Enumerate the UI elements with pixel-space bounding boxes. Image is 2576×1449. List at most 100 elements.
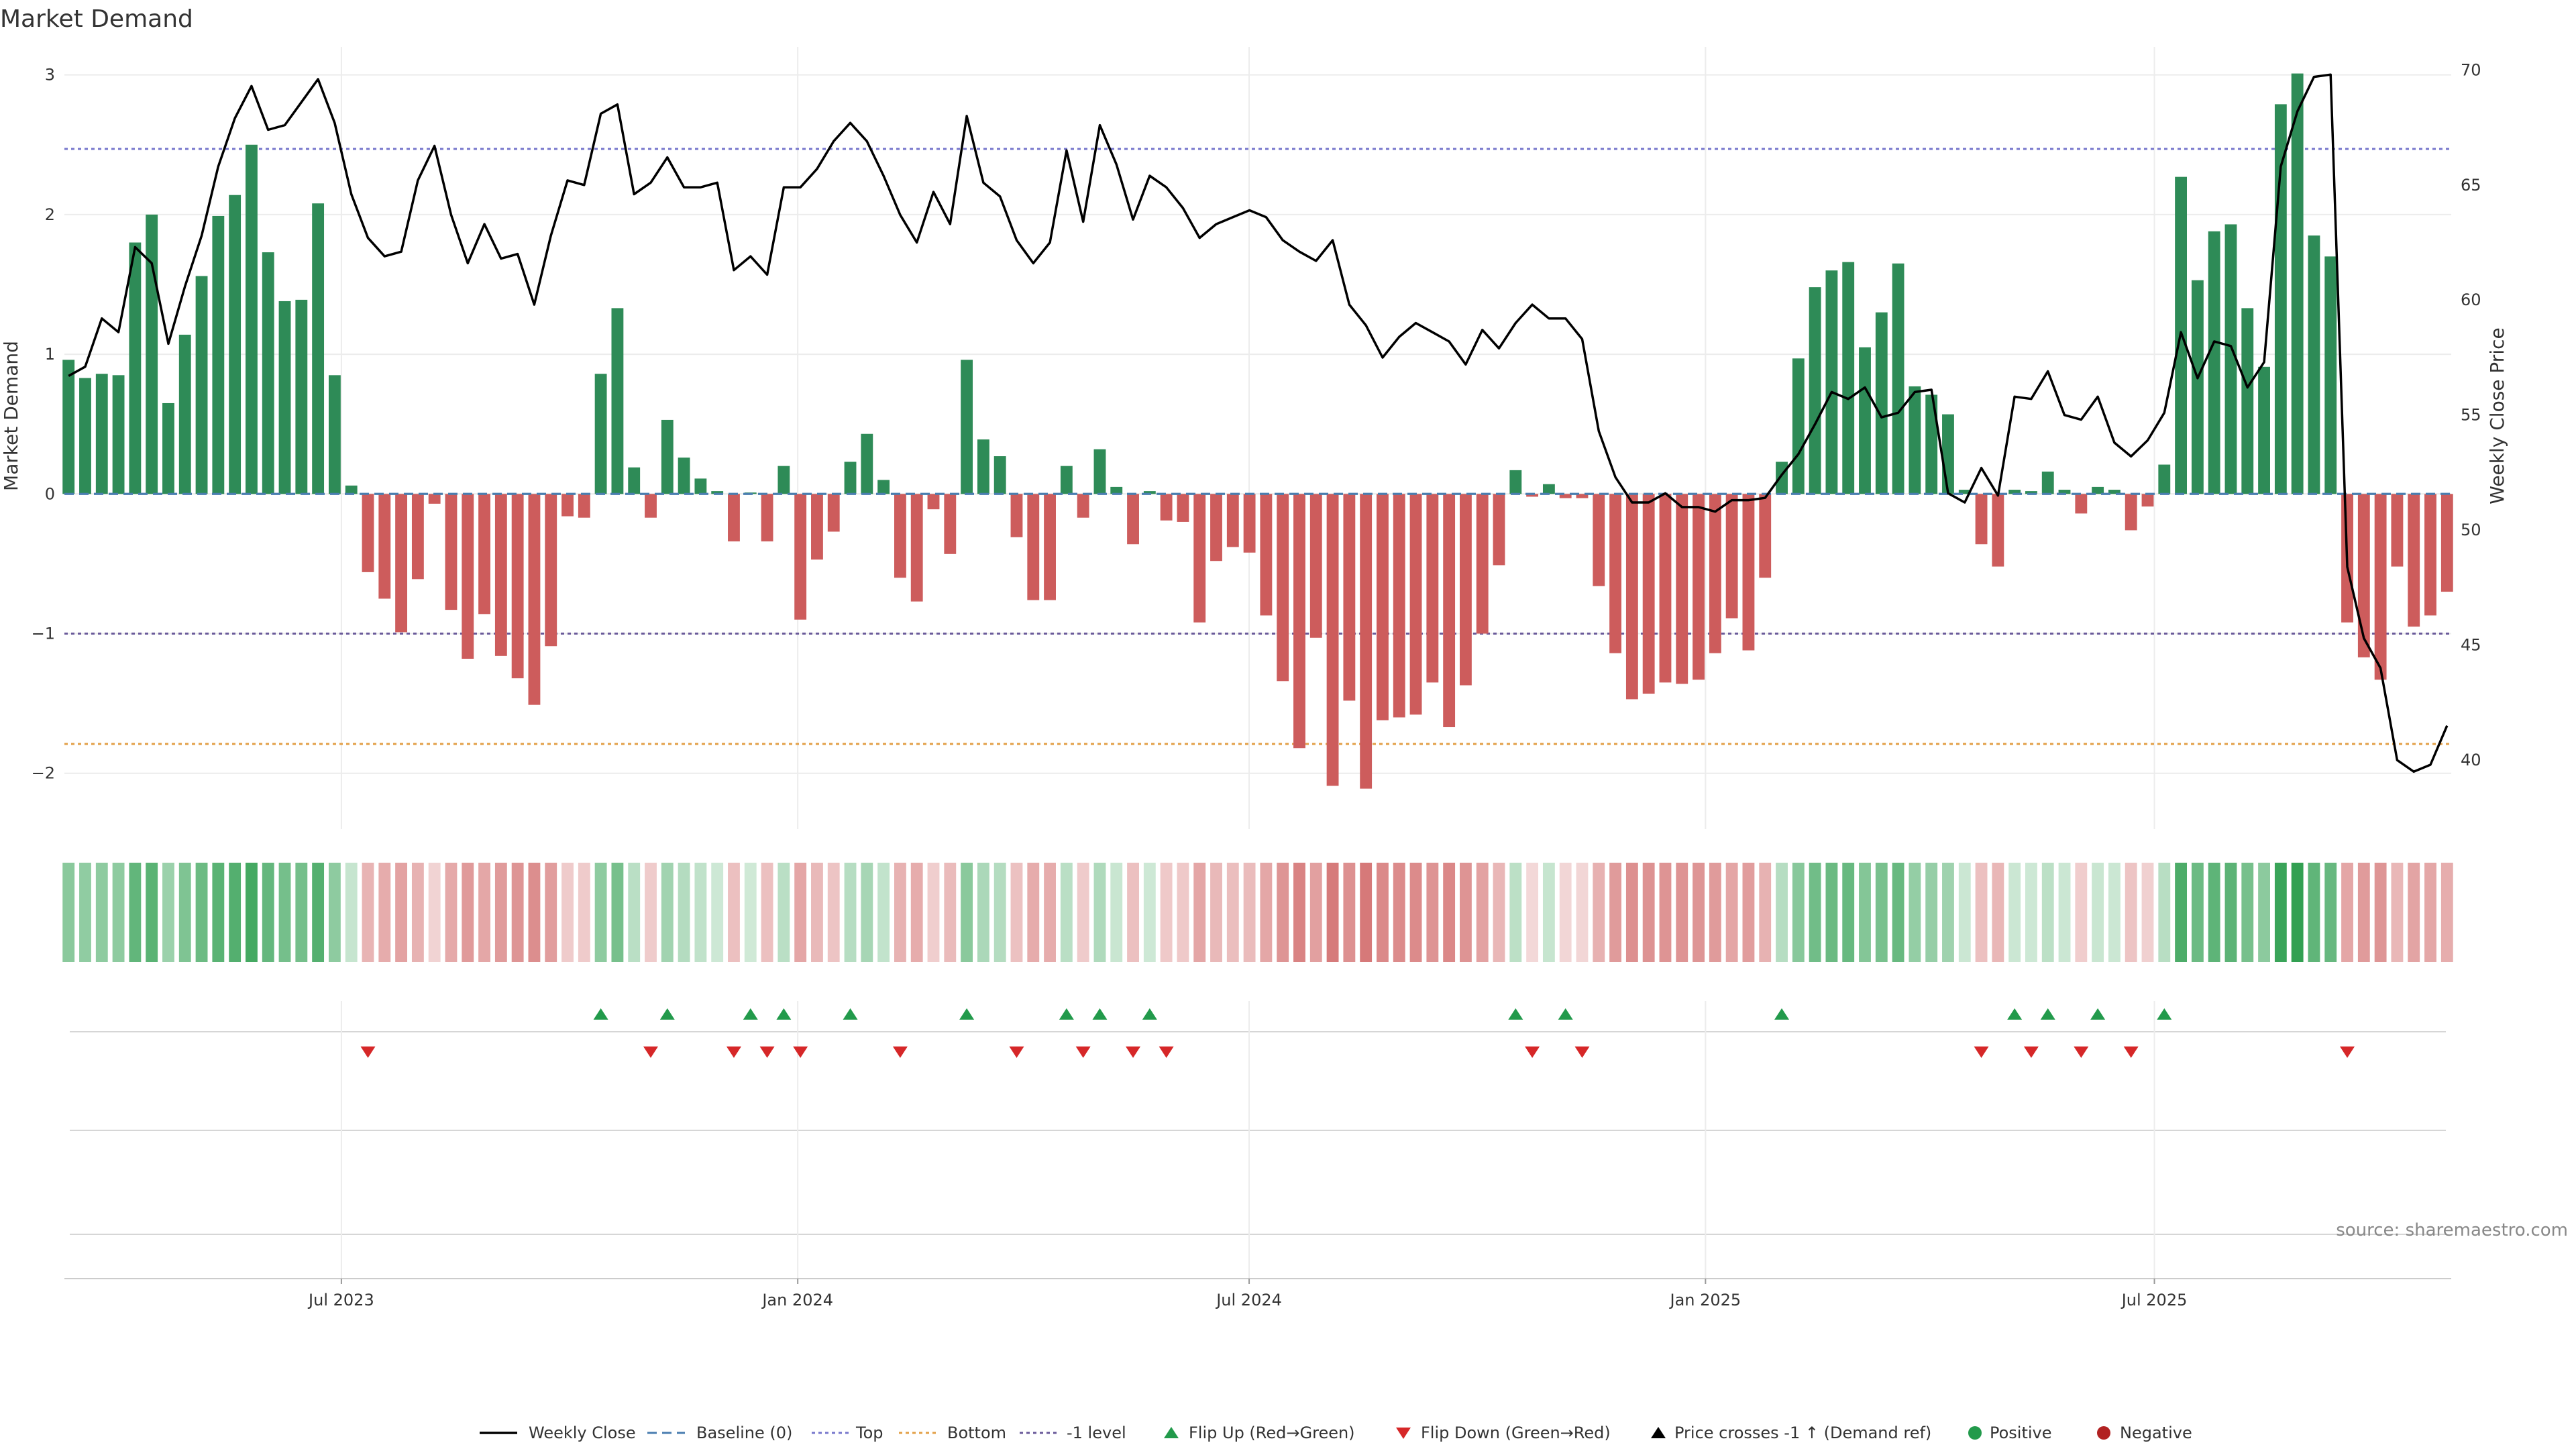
heat-cell [1642, 863, 1655, 962]
demand-bar [2224, 224, 2237, 494]
legend-label: Bottom [947, 1424, 1006, 1442]
demand-bar [1044, 494, 1056, 600]
heat-cell [478, 863, 490, 962]
heat-cell [1027, 863, 1040, 962]
demand-bar [1975, 494, 1988, 545]
flip-down-marker [1159, 1046, 1174, 1058]
demand-bar [2158, 464, 2171, 494]
heat-cell [1659, 863, 1672, 962]
heat-cell [1809, 863, 1821, 962]
demand-bar [246, 144, 258, 494]
heat-cell [62, 863, 75, 962]
heat-cell [2291, 863, 2304, 962]
demand-bar [2208, 231, 2220, 494]
demand-bar [2041, 471, 2054, 494]
heat-cell [262, 863, 274, 962]
heat-cell [2025, 863, 2037, 962]
heat-cell [1077, 863, 1089, 962]
legend-swatch-triangle-down [1396, 1428, 1411, 1439]
demand-bar [1093, 449, 1106, 494]
demand-bar [811, 494, 823, 560]
demand-bar [1576, 494, 1589, 498]
demand-bar [1443, 494, 1456, 728]
legend-item-6: Flip Down (Green→Red) [1396, 1424, 1611, 1442]
demand-bars [62, 73, 2453, 789]
demand-bar [1958, 490, 1971, 494]
flip-up-marker [2007, 1008, 2023, 1020]
heat-cell [1576, 863, 1589, 962]
demand-bar [1460, 494, 1472, 686]
right-axis: 70 65 60 55 50 45 40 [2461, 60, 2481, 769]
heat-cell [1160, 863, 1173, 962]
legend-item-3: Bottom [899, 1424, 1006, 1442]
flip-up-marker [1774, 1008, 1790, 1020]
y2-tick-label-0: 70 [2461, 60, 2481, 79]
heat-cell [1309, 863, 1322, 962]
heat-cell [761, 863, 773, 962]
demand-bar [146, 214, 158, 494]
flip-down-marker [1525, 1046, 1540, 1058]
heat-cell [1293, 863, 1305, 962]
demand-bar [694, 478, 707, 494]
demand-bar [411, 494, 424, 580]
heat-cell [811, 863, 823, 962]
demand-bar [1127, 494, 1139, 545]
demand-bar [1742, 494, 1755, 651]
legend-swatch-dot [2097, 1426, 2110, 1440]
heat-cell [1493, 863, 1505, 962]
y2-tick-label-1: 65 [2461, 176, 2481, 195]
legend-swatch-dot [1968, 1426, 1982, 1440]
flip-up-marker [743, 1008, 758, 1020]
heat-cell [1177, 863, 1189, 962]
heat-cell [861, 863, 873, 962]
demand-bar [2391, 494, 2404, 567]
heat-cell [1992, 863, 2004, 962]
y-axis-label: Market Demand [0, 341, 22, 491]
heat-cell [2208, 863, 2220, 962]
flip-up-marker [2090, 1008, 2106, 1020]
heat-cell [1044, 863, 1056, 962]
legend-item-0: Weekly Close [480, 1424, 636, 1442]
flip-down-marker [1574, 1046, 1590, 1058]
heat-cell [1509, 863, 1522, 962]
heat-cell [694, 863, 707, 962]
demand-bar [711, 491, 724, 494]
demand-bar [1377, 494, 1389, 720]
heat-cell [428, 863, 441, 962]
demand-bar [1326, 494, 1339, 786]
flip-down-marker [892, 1046, 908, 1058]
heat-cell [1143, 863, 1156, 962]
heat-cell [246, 863, 258, 962]
heat-cell [2440, 863, 2453, 962]
y2-axis-label: Weekly Close Price [2486, 327, 2508, 504]
demand-bar [328, 375, 341, 494]
heat-cell [777, 863, 790, 962]
demand-bar [894, 494, 906, 578]
demand-bar [910, 494, 923, 602]
flip-up-marker [1558, 1008, 1573, 1020]
demand-bar [1909, 386, 1921, 494]
flip-up-marker [1508, 1008, 1523, 1020]
demand-bar [1360, 494, 1373, 789]
heat-cell [1742, 863, 1755, 962]
demand-bar [678, 458, 690, 494]
heat-cell [345, 863, 358, 962]
heat-cell [362, 863, 374, 962]
demand-bar [994, 456, 1006, 494]
demand-bar [2141, 494, 2154, 507]
flip-down-marker [2340, 1046, 2355, 1058]
demand-bar [1243, 494, 1256, 553]
demand-bar [494, 494, 507, 656]
heat-cell [961, 863, 973, 962]
demand-bar [1776, 462, 1788, 494]
demand-bar [362, 494, 374, 572]
demand-bar [1393, 494, 1405, 718]
demand-bar [1260, 494, 1273, 616]
demand-bar [1809, 287, 1821, 494]
demand-bar [777, 466, 790, 494]
flip-signal-panel [70, 1001, 2446, 1279]
heat-cell [1210, 863, 1222, 962]
demand-bar [1642, 494, 1655, 694]
heat-cell [112, 863, 125, 962]
flip-down-marker [643, 1046, 659, 1058]
